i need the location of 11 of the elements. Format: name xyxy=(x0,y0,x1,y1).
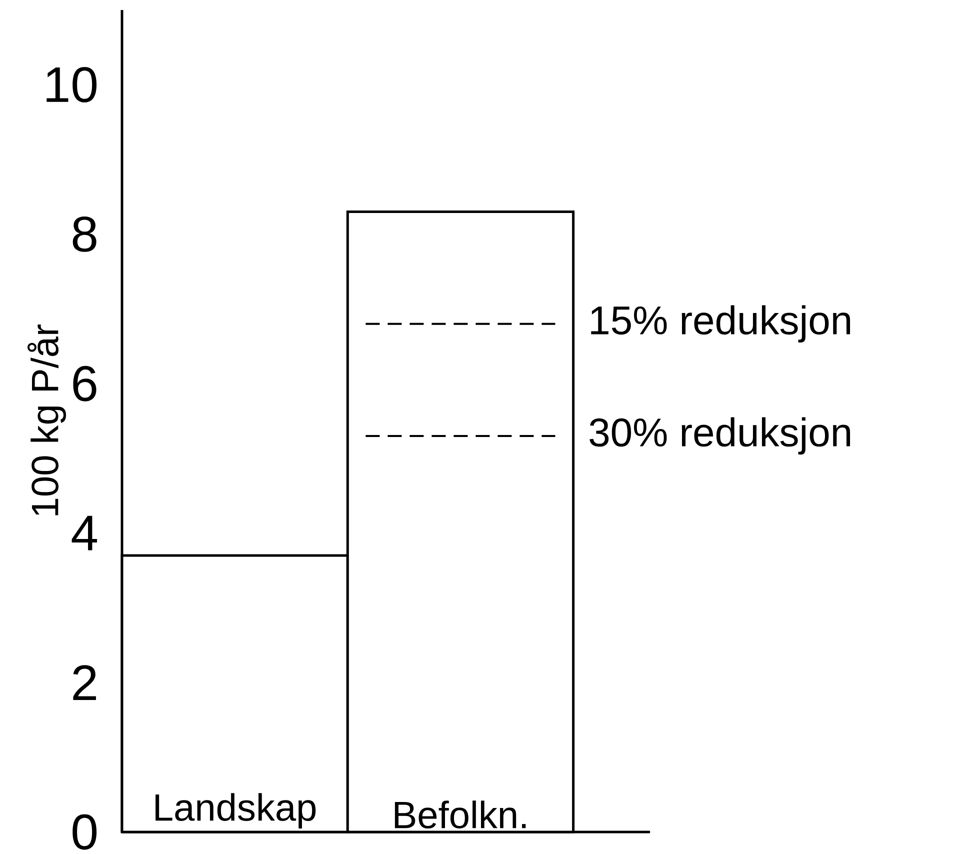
ref-line-label: 15% reduksjon xyxy=(591,305,850,342)
x-tick-label: Befolkn. xyxy=(394,800,526,828)
y-tick-label: 6 xyxy=(73,366,96,402)
y-tick-label: 4 xyxy=(72,516,98,550)
y-tick-label: 8 xyxy=(72,216,96,252)
y-tick-label: 2 xyxy=(73,665,96,700)
x-tick-label: Landskap xyxy=(156,793,316,828)
y-tick-label: 10 xyxy=(46,67,97,102)
ref-line-label: 30% reduksjon xyxy=(590,417,850,455)
y-axis-title: 100 kg P/år xyxy=(27,324,66,516)
y-tick-label: 0 xyxy=(72,814,97,850)
